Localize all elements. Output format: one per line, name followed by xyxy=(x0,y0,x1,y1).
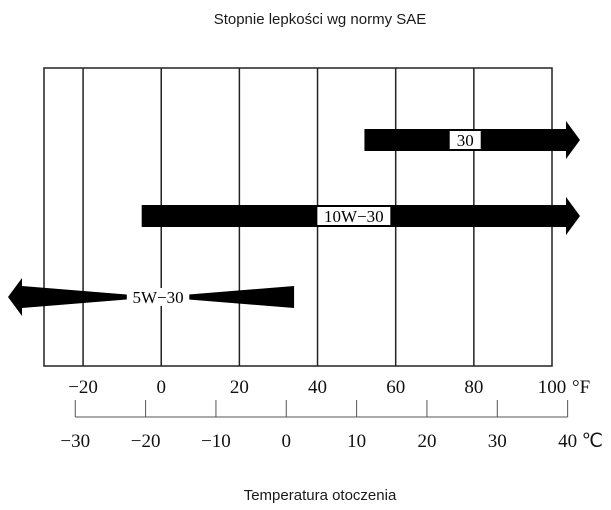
viscosity-bar: 30 xyxy=(364,121,580,159)
celsius-tick-label: 0 xyxy=(282,431,292,452)
viscosity-bar-label: 10W−30 xyxy=(324,207,384,226)
celsius-tick-label: 10 xyxy=(347,431,366,452)
fahrenheit-tick-label: 20 xyxy=(230,377,249,398)
viscosity-bar-label-box xyxy=(317,207,391,225)
fahrenheit-unit-label: °F xyxy=(572,377,590,398)
celsius-tick-label: 40 xyxy=(558,431,577,452)
fahrenheit-tick-label: 60 xyxy=(386,377,405,398)
celsius-tick-label: 20 xyxy=(417,431,436,452)
bars-layer: 30 10W−30 5W−30 xyxy=(8,121,580,316)
celsius-unit-label: ℃ xyxy=(582,431,603,452)
viscosity-bar: 10W−30 xyxy=(141,197,580,235)
celsius-axis: −30 −20 −10 0 10 20 30 40 ℃ xyxy=(60,400,603,452)
fahrenheit-tick-label: −20 xyxy=(68,377,98,398)
fahrenheit-tick-label: 40 xyxy=(308,377,327,398)
fahrenheit-axis: −20 0 20 40 60 80 100 °F xyxy=(68,377,590,398)
fahrenheit-tick-label: 80 xyxy=(464,377,483,398)
viscosity-bar-label: 30 xyxy=(457,131,474,150)
viscosity-bar-label: 5W−30 xyxy=(132,288,183,307)
celsius-tick-label: 30 xyxy=(488,431,507,452)
fahrenheit-tick-label: 100 xyxy=(538,377,567,398)
viscosity-bar: 5W−30 xyxy=(8,278,295,316)
celsius-tick-label: −10 xyxy=(201,431,231,452)
chart-title: Stopnie lepkości wg normy SAE xyxy=(214,11,427,28)
celsius-tick-label: −30 xyxy=(60,431,90,452)
x-axis-label: Temperatura otoczenia xyxy=(244,487,397,504)
celsius-tick-label: −20 xyxy=(131,431,161,452)
fahrenheit-tick-label: 0 xyxy=(156,377,166,398)
viscosity-bar-label-box xyxy=(449,131,481,149)
viscosity-bar-label-box xyxy=(126,288,190,306)
